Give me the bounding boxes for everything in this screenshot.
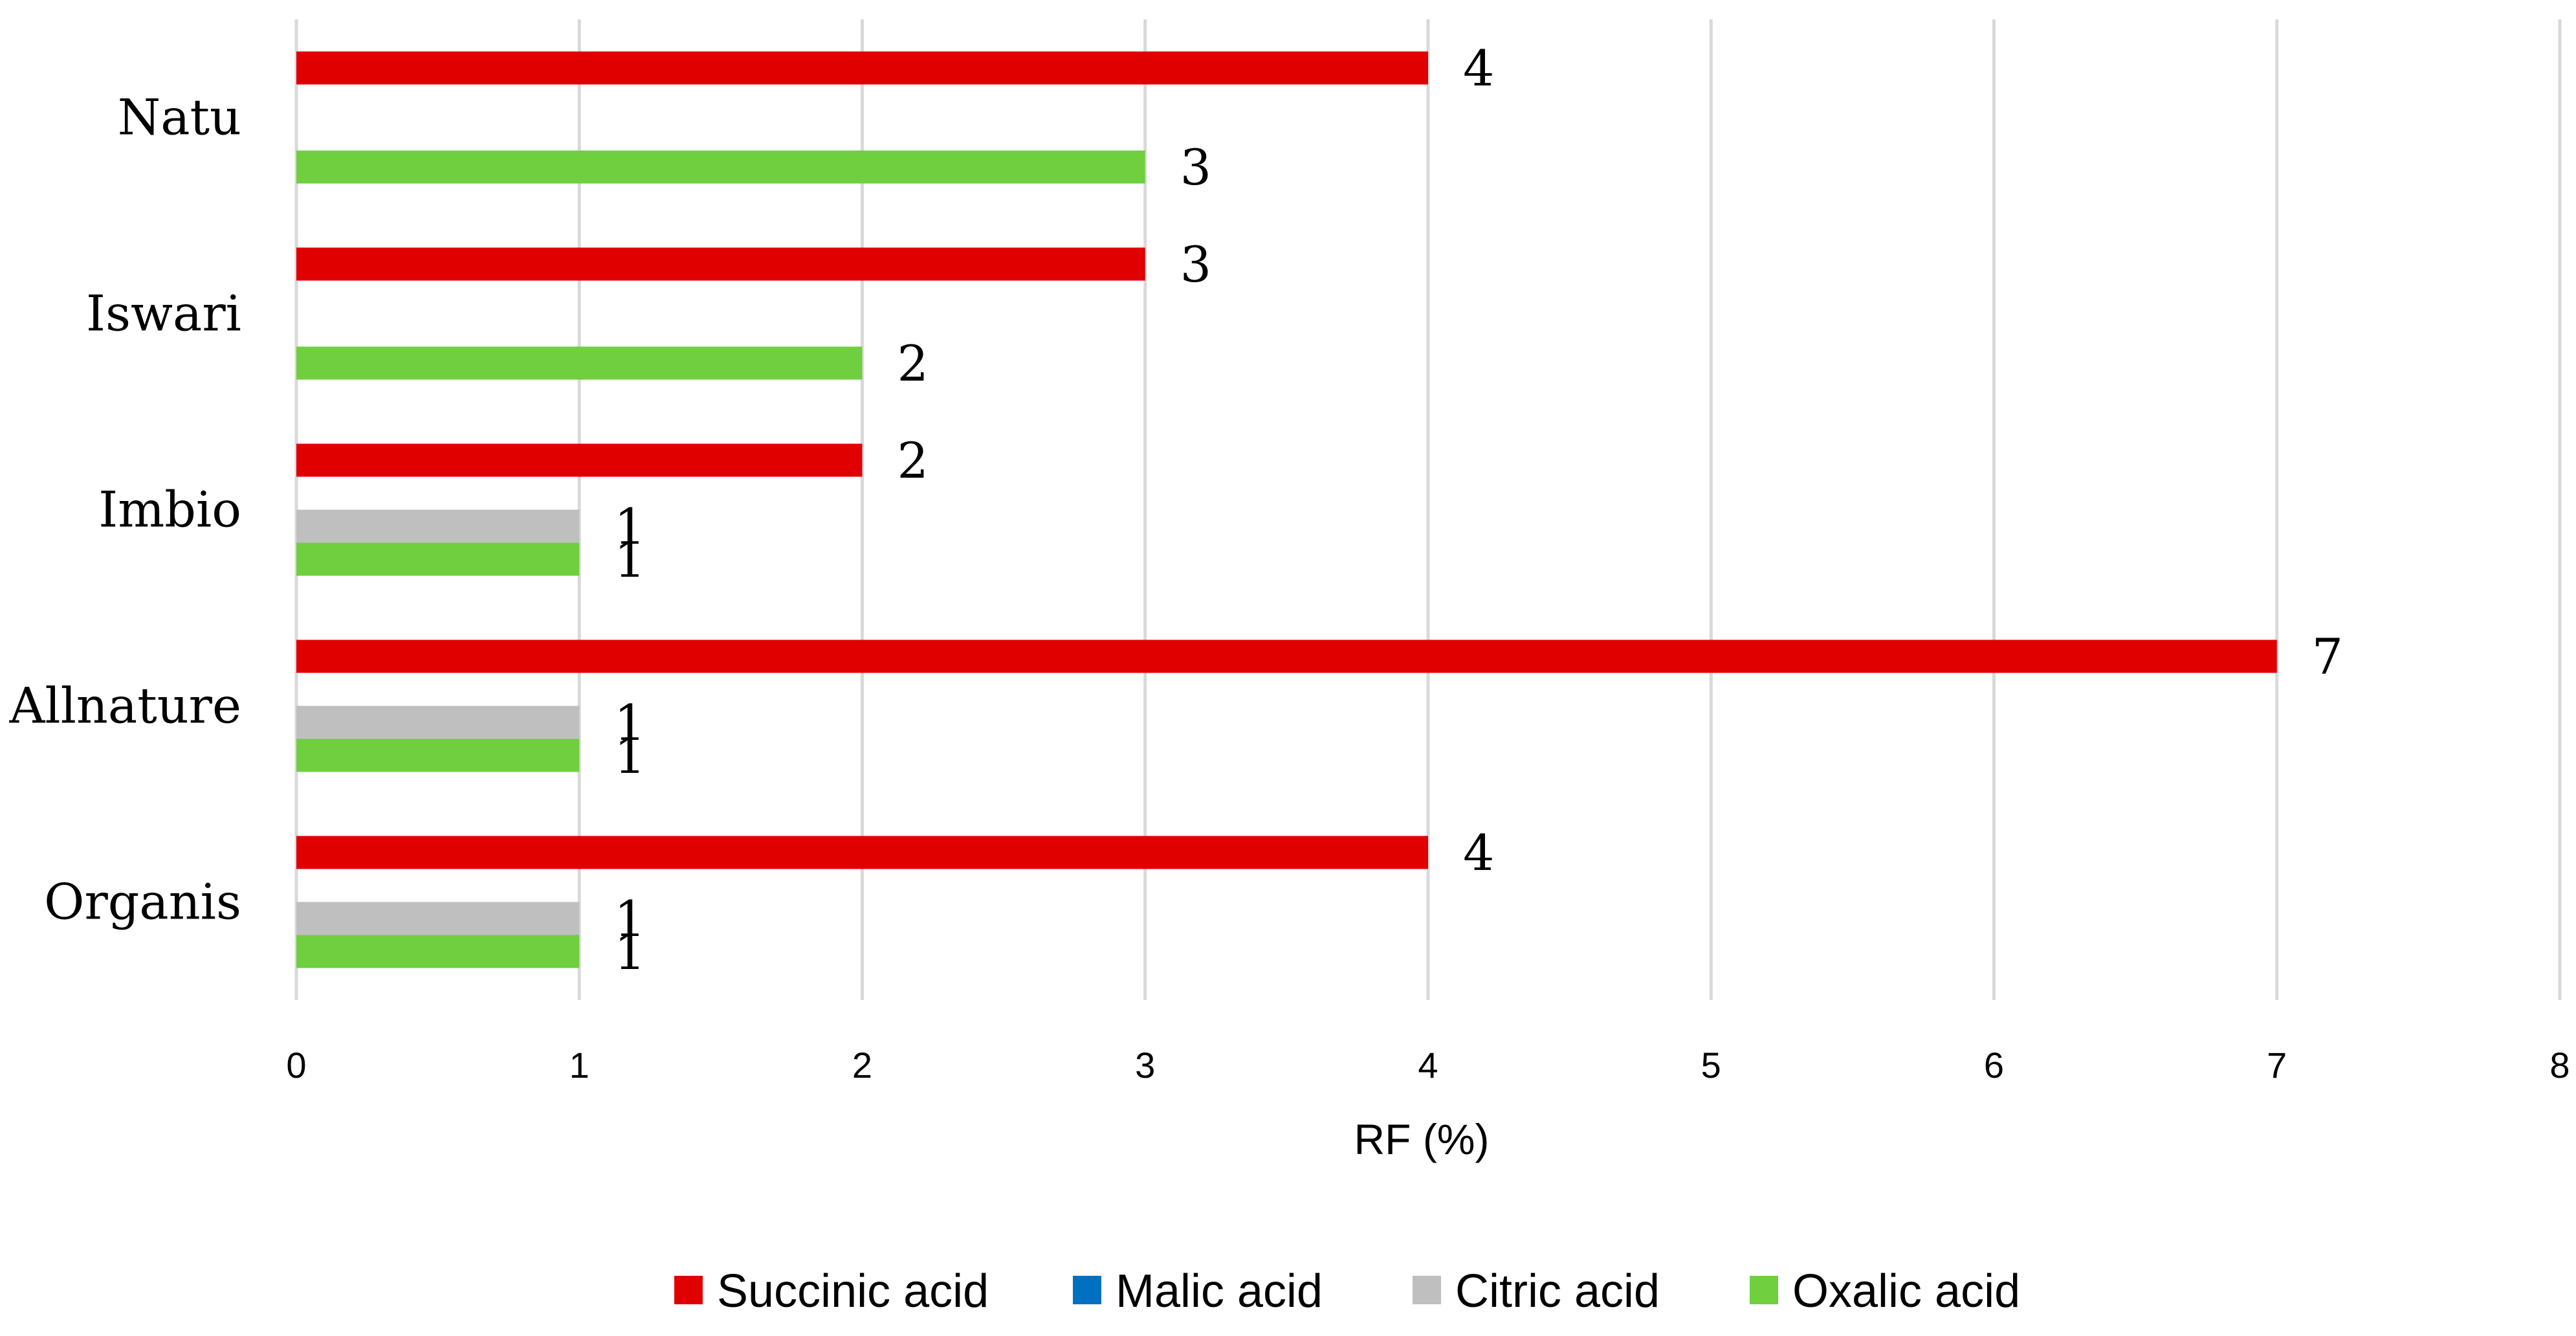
x-tick-label: 8 (2549, 1045, 2570, 1086)
data-label: 1 (614, 531, 645, 588)
data-label: 3 (1180, 139, 1211, 196)
bar-natu-oxalic-acid (296, 150, 1145, 184)
legend-label: Succinic acid (717, 1265, 989, 1317)
bar-organis-oxalic-acid (296, 935, 580, 968)
legend-label: Oxalic acid (1792, 1265, 2020, 1317)
data-label: 4 (1463, 824, 1494, 882)
bar-allnature-oxalic-acid (296, 739, 580, 772)
x-tick-label: 2 (852, 1045, 872, 1086)
data-label: 2 (897, 432, 929, 489)
x-tick-labels: 0 1 2 3 4 5 6 7 8 (286, 1045, 2570, 1086)
legend-label: Citric acid (1455, 1265, 1660, 1317)
bars (296, 51, 2277, 968)
bar-iswari-oxalic-acid (296, 346, 863, 380)
bar-iswari-succinic-acid (296, 247, 1145, 281)
category-label: Organis (44, 873, 241, 931)
legend-label: Malic acid (1116, 1265, 1323, 1317)
data-label: 1 (614, 498, 645, 555)
legend-swatch (1073, 1276, 1101, 1304)
bar-organis-citric-acid (296, 902, 580, 935)
category-label: Iswari (86, 285, 241, 342)
bar-imbio-citric-acid (296, 509, 580, 543)
x-tick-label: 7 (2267, 1045, 2287, 1086)
data-label: 2 (897, 335, 929, 392)
bar-natu-succinic-acid (296, 51, 1428, 85)
category-labels: Natu Iswari Imbio Allnature Organis (8, 89, 241, 931)
bar-organis-succinic-acid (296, 836, 1428, 869)
category-label: Natu (118, 89, 241, 146)
legend-swatch (1750, 1276, 1778, 1304)
x-tick-label: 3 (1135, 1045, 1155, 1086)
bar-imbio-oxalic-acid (296, 542, 580, 576)
data-label: 1 (614, 923, 645, 981)
x-tick-label: 4 (1418, 1045, 1438, 1086)
x-tick-label: 5 (1701, 1045, 1721, 1086)
data-label: 1 (614, 890, 645, 948)
bar-imbio-succinic-acid (296, 443, 863, 477)
data-label: 4 (1463, 39, 1494, 97)
data-label: 1 (614, 694, 645, 752)
legend-swatch (1413, 1276, 1441, 1304)
bar-allnature-succinic-acid (296, 640, 2277, 673)
x-tick-label: 1 (569, 1045, 589, 1086)
legend: Succinic acid Malic acid Citric acid Oxalic… (674, 1265, 2020, 1317)
category-label: Allnature (8, 677, 241, 735)
x-axis-title: RF (%) (1354, 1115, 1490, 1163)
data-label: 7 (2312, 628, 2343, 685)
data-label: 3 (1180, 236, 1211, 293)
data-label: 1 (614, 727, 645, 785)
category-label: Imbio (98, 481, 241, 539)
x-tick-label: 6 (1984, 1045, 2004, 1086)
legend-swatch (674, 1276, 703, 1304)
x-tick-label: 0 (286, 1045, 306, 1086)
bar-allnature-citric-acid (296, 706, 580, 739)
